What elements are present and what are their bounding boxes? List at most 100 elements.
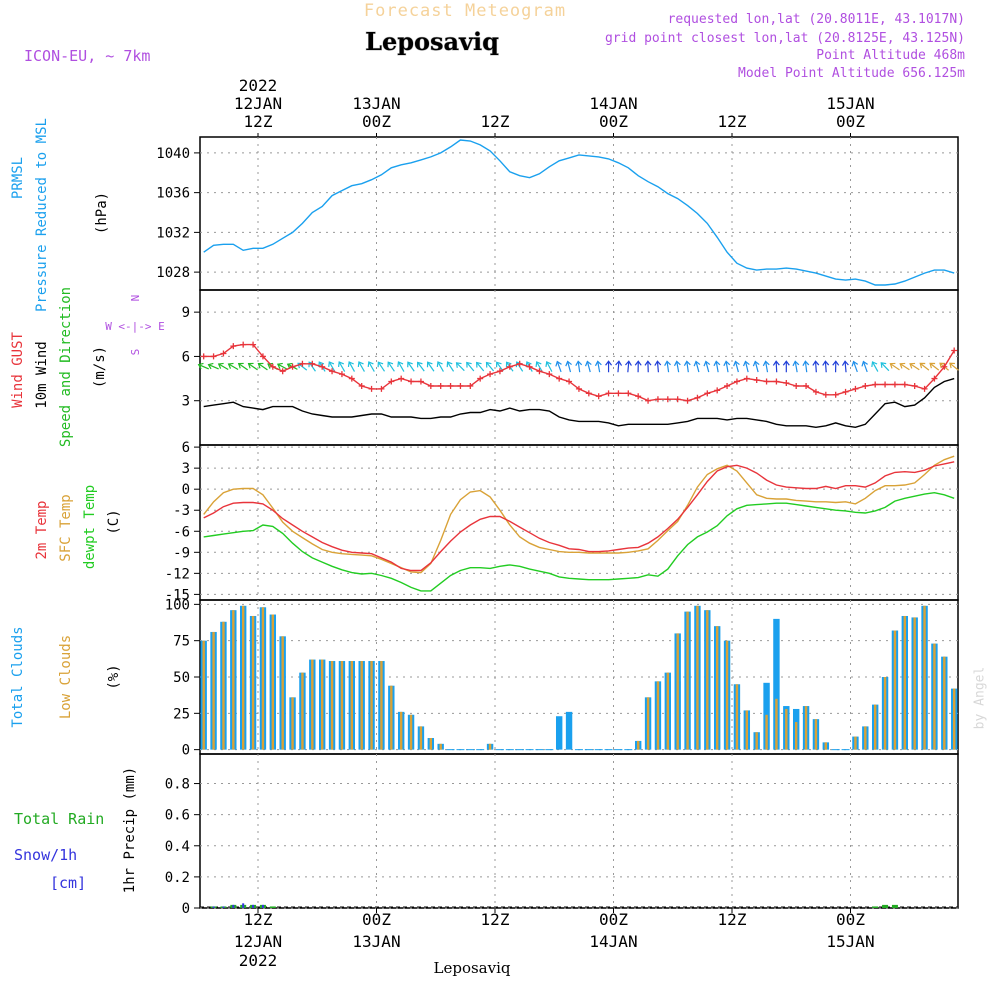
gust-marker [250, 341, 257, 348]
y-tick-label: 1032 [156, 225, 190, 241]
gust-marker [378, 385, 385, 392]
wind-arrow-head [446, 361, 453, 368]
wind-direction-arrow [625, 360, 632, 373]
wind-arrow-head [742, 360, 750, 367]
wind-arrow-shaft [377, 361, 386, 372]
y-tick-label: 75 [173, 634, 190, 650]
wind-direction-arrow [949, 362, 959, 371]
gust-marker [230, 343, 237, 350]
gust-marker [289, 363, 296, 370]
gust-marker [496, 368, 503, 375]
top-time-line: 12Z [718, 112, 747, 131]
wind-arrow-shaft [844, 361, 847, 373]
cloud-bar-total [773, 618, 780, 750]
gust-marker [832, 391, 839, 398]
wind-direction-arrow [762, 360, 770, 373]
wind-arrow-head [227, 362, 234, 369]
wind-arrow-shaft [862, 361, 868, 373]
wind-arrow-head [939, 362, 946, 369]
wind-arrow-shaft [666, 361, 670, 373]
gust-marker [645, 397, 652, 404]
wind-arrow-head [397, 361, 404, 368]
wind-arrow-head [683, 360, 691, 366]
wind-arrow-shaft [328, 361, 336, 372]
wind-arrow-head [889, 362, 896, 369]
cloud-bar-low [251, 615, 255, 750]
wind-arrow-head [871, 361, 878, 367]
cloud-bar-low [390, 685, 393, 750]
ylabel-10m-wind: 10m Wind [34, 341, 50, 408]
wind-direction-arrow [861, 360, 868, 373]
gust-marker [329, 368, 336, 375]
wind-direction-arrow [197, 362, 209, 370]
wind-arrow-head [752, 360, 760, 367]
wind-arrow-shaft [852, 361, 858, 373]
wind-arrow-head [357, 361, 364, 368]
wind-arrow-head [485, 361, 492, 368]
wind-arrow-head [367, 361, 374, 368]
bottom-time-label: 00Z 14JAN [589, 910, 637, 951]
wind-arrow-shaft [734, 361, 739, 373]
y-tick-label: 3 [182, 461, 190, 477]
wind-direction-arrow [328, 361, 336, 372]
wind-arrow-head [276, 362, 283, 369]
cloud-bar-low [883, 677, 887, 750]
wind-direction-arrow [733, 360, 740, 373]
wind-direction-arrow [742, 360, 750, 373]
wind-direction-arrow [871, 361, 879, 372]
gust-marker [210, 353, 217, 360]
wind-arrow-shaft [387, 361, 395, 372]
wind-arrow-shaft [929, 362, 940, 371]
wind-arrow-head [909, 362, 916, 369]
wind-direction-arrow [909, 362, 920, 371]
gust-marker [615, 390, 622, 397]
snow-bar [232, 904, 235, 908]
wind-arrow-shaft [427, 361, 435, 372]
wind-direction-arrow [584, 360, 592, 373]
top-time-line: 12Z [244, 112, 273, 131]
top-time-line: 00Z [362, 112, 391, 131]
wind-direction-arrow [466, 361, 475, 372]
cloud-bar-low [241, 605, 245, 750]
cloud-bar-low [330, 661, 334, 750]
gust-marker [240, 341, 247, 348]
wind-arrow-head [286, 362, 293, 369]
cloud-bar-low [706, 610, 709, 750]
ylabel-total-rain: Total Rain [14, 810, 104, 828]
wind-direction-arrow [387, 361, 395, 372]
ylabel-ms: (m/s) [92, 346, 108, 388]
wind-arrow-shaft [437, 361, 444, 372]
wind-arrow-head [841, 360, 849, 366]
wind-direction-arrow [723, 360, 731, 373]
wind-direction-arrow [535, 361, 543, 372]
gust-marker [842, 388, 849, 395]
gust-marker [417, 378, 424, 385]
wind-arrow-shaft [228, 363, 239, 371]
series-line-dewpt [203, 491, 955, 592]
cloud-bar-total [565, 711, 573, 750]
wind-arrow-head [644, 360, 652, 366]
top-time-line: 12Z [481, 112, 510, 131]
gust-marker [595, 393, 602, 400]
wind-arrow-head [949, 362, 955, 369]
cloud-bar-low [370, 661, 373, 750]
snow-bar [222, 906, 225, 908]
footer-location: Leposaviq [434, 959, 511, 977]
snow-bar [242, 903, 245, 908]
wind-arrow-shaft [486, 362, 495, 372]
gust-marker [921, 385, 928, 392]
gust-marker [931, 375, 938, 382]
snow-bar [252, 904, 255, 908]
gust-marker [408, 378, 415, 385]
y-tick-label: 3 [182, 394, 190, 410]
point-altitude: Point Altitude 468m [816, 48, 965, 63]
gust-marker [358, 382, 365, 389]
wind-arrow-shaft [218, 363, 229, 371]
wind-arrow-shaft [899, 363, 910, 371]
wind-arrow-shaft [238, 363, 249, 371]
y-tick-label: -6 [173, 524, 190, 540]
wind-arrow-head [575, 360, 583, 366]
